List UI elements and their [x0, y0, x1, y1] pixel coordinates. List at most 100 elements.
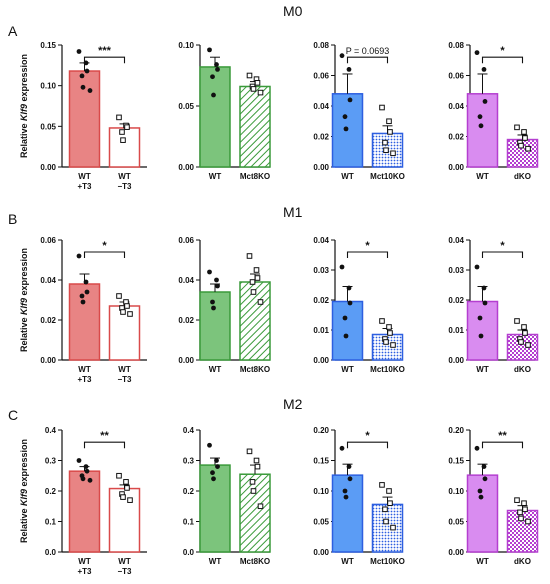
data-point [76, 458, 82, 463]
data-point [387, 129, 393, 135]
x-tick-label: WT [341, 172, 354, 181]
data-point [382, 506, 388, 513]
x-tick-label: dKO [514, 557, 531, 566]
data-point [343, 126, 349, 132]
y-axis-label: Relative Klf9 expression [19, 54, 29, 158]
data-point [339, 445, 345, 451]
data-point [474, 445, 480, 451]
y-tick-label: 0.03 [313, 266, 329, 275]
x-tick-label: Mct10KO [370, 172, 405, 181]
row-title-m0: M0 [283, 3, 303, 19]
x-tick-label: WT [476, 172, 489, 181]
data-point [481, 285, 487, 291]
data-point [474, 50, 480, 56]
x-tick-label: Mct10KO [370, 557, 405, 566]
bar-0 [466, 93, 499, 168]
data-point [127, 497, 133, 503]
significance-label: ** [100, 430, 109, 442]
data-point [347, 300, 353, 306]
y-tick-label: 0.00 [313, 163, 329, 172]
y-tick-label: 0.05 [313, 518, 329, 527]
data-point [254, 80, 261, 86]
data-point [477, 315, 483, 321]
y-tick-label: 0.0 [183, 548, 195, 557]
y-tick-label: 0.03 [448, 266, 464, 275]
panel-r2-c2: 0.00 0.05 0.10 0.15 0.20 WT Mct10KO * [313, 426, 404, 566]
data-point [521, 500, 527, 506]
y-axis-label: Relative Klf9 expression [19, 248, 29, 352]
data-point [215, 67, 220, 72]
data-point [379, 482, 385, 488]
data-point [525, 145, 531, 152]
y-tick-label: 0.10 [313, 487, 329, 496]
data-point [342, 488, 348, 494]
data-point [253, 457, 260, 464]
data-point [80, 84, 86, 90]
x-tick-label: WT [476, 557, 489, 566]
x-tick-label: −T3 [117, 182, 132, 191]
data-point [521, 324, 527, 330]
data-point [257, 89, 264, 96]
y-tick-label: 0.3 [45, 457, 57, 466]
data-point [249, 479, 256, 485]
data-point [80, 476, 86, 482]
y-tick-label: 0.3 [183, 457, 195, 466]
data-point [249, 279, 256, 285]
data-point [390, 150, 396, 157]
y-tick-label: 0.10 [448, 487, 464, 496]
row-title-m1: M1 [283, 204, 303, 220]
data-point [76, 49, 82, 54]
data-point [214, 458, 219, 463]
y-tick-label: 0.00 [40, 163, 56, 172]
y-tick-label: 0.00 [178, 163, 194, 172]
panel-letter-c: C [8, 407, 18, 423]
significance-bracket [83, 441, 126, 449]
y-tick-label: 0.05 [448, 518, 464, 527]
x-tick-label: WT [118, 172, 131, 181]
charts-layer: Relative Klf9 expression Relative Klf9 ex… [19, 41, 539, 576]
bar-0 [466, 300, 499, 361]
panel-r1-c3: 0.00 0.01 0.02 0.03 0.04 WT dKO * [448, 236, 539, 374]
data-point [347, 97, 353, 103]
data-point [83, 464, 89, 469]
data-point [478, 494, 484, 500]
y-tick-label: 0.1 [45, 518, 57, 527]
data-point [379, 104, 385, 111]
y-tick-label: 0.01 [448, 326, 464, 335]
data-point [210, 470, 215, 476]
x-tick-label: +T3 [77, 182, 92, 191]
x-tick-label: WT [209, 365, 222, 374]
bar-0 [68, 283, 101, 361]
data-point [525, 342, 531, 348]
data-point [246, 72, 253, 79]
y-tick-label: 0.06 [448, 72, 464, 81]
y-tick-label: 0.00 [40, 356, 56, 365]
bar-1 [108, 305, 141, 361]
x-tick-label: WT [118, 557, 131, 566]
significance-bracket [346, 56, 389, 64]
x-tick-label: WT [209, 172, 222, 181]
y-tick-label: 0.04 [448, 236, 464, 245]
data-point [246, 253, 253, 259]
x-tick-label: −T3 [117, 567, 132, 576]
significance-label: * [102, 240, 107, 252]
data-point [120, 494, 126, 500]
significance-label: * [365, 240, 370, 252]
data-point [342, 315, 348, 321]
significance-label: ** [498, 430, 507, 442]
data-point [518, 339, 524, 345]
x-tick-label: WT [78, 172, 91, 181]
data-point [215, 283, 220, 289]
data-point [383, 147, 389, 154]
data-point [254, 275, 261, 281]
bar-0 [466, 474, 499, 553]
significance-bracket [83, 251, 126, 258]
x-tick-label: Mct10KO [370, 365, 405, 374]
data-point [474, 264, 480, 270]
data-point [211, 476, 216, 482]
y-tick-label: 0.1 [183, 518, 195, 527]
significance-label: * [365, 430, 370, 442]
data-point [76, 253, 82, 259]
